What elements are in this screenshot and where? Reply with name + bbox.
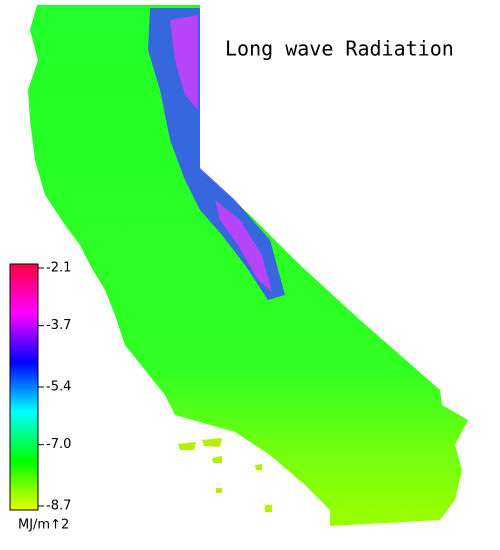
peak-region [170,15,272,292]
colorbar-tick-label: -5.4 [46,380,71,395]
colorbar [9,263,39,511]
state-map [28,5,468,526]
colorbar-tick-label: -8.7 [46,499,71,514]
map-title: Long wave Radiation [225,37,454,61]
colorbar-tick-label: -2.1 [46,261,71,276]
islands [178,438,272,512]
colorbar-tick-label: -7.0 [46,437,71,452]
colorbar-unit: MJ/m↑2 [18,518,69,533]
colorbar-tick-label: -3.7 [46,318,71,333]
